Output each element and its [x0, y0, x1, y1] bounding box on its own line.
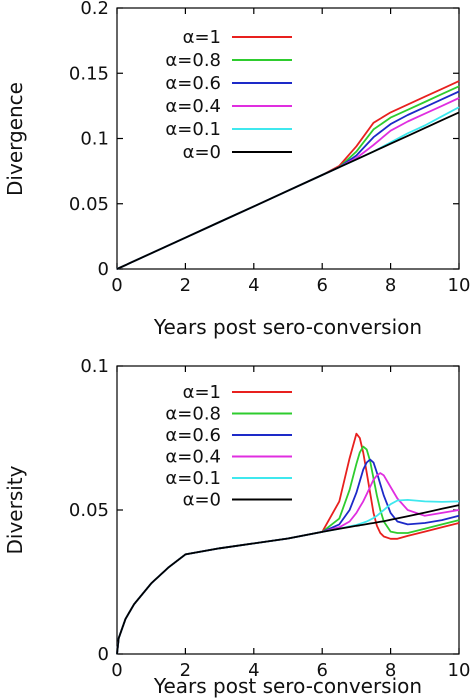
- diversity-lines: [116, 432, 460, 655]
- divergence-series-line: [116, 111, 460, 270]
- divergence-x-tick-label: 8: [385, 275, 396, 296]
- diversity-series-line: [116, 498, 460, 655]
- divergence-x-tick-label: 0: [111, 275, 122, 296]
- diversity-x-tick-label: 10: [448, 660, 471, 681]
- diversity-legend: α=1α=0.8α=0.6α=0.4α=0.1α=0: [165, 382, 292, 511]
- divergence-legend-label: α=0.1: [165, 119, 221, 140]
- divergence-legend-label: α=0.8: [165, 50, 221, 71]
- diversity-y-axis-label: Diversity: [3, 465, 27, 554]
- divergence-y-tick-label: 0.05: [69, 194, 109, 215]
- divergence-legend: α=1α=0.8α=0.6α=0.4α=0.1α=0: [165, 27, 292, 163]
- diversity-chart: 0 2 4 6 8 10 0 0.05 0.1 α=1α=0.8α=0.6α=0.4α=0.1…: [3, 356, 470, 698]
- diversity-y-tick-label: 0.1: [80, 356, 109, 377]
- divergence-x-ticks: 0 2 4 6 8 10: [111, 8, 470, 296]
- divergence-legend-label: α=1: [183, 27, 221, 48]
- divergence-y-tick-label: 0.1: [80, 129, 109, 150]
- divergence-legend-label: α=0.6: [165, 73, 221, 94]
- divergence-lines: [116, 80, 460, 270]
- divergence-x-axis-label: Years post sero-conversion: [153, 315, 422, 339]
- divergence-y-tick-label: 0.15: [69, 63, 109, 84]
- divergence-y-ticks: 0 0.05 0.1 0.15 0.2: [69, 0, 459, 280]
- diversity-y-tick-label: 0: [98, 644, 109, 665]
- diversity-legend-label: α=0.1: [165, 468, 221, 489]
- divergence-x-tick-label: 2: [180, 275, 191, 296]
- divergence-legend-label: α=0.4: [165, 96, 221, 117]
- diversity-y-ticks: 0 0.05 0.1: [69, 356, 459, 665]
- diversity-legend-label: α=0.4: [165, 447, 221, 468]
- diversity-x-axis-label: Years post sero-conversion: [153, 674, 422, 698]
- diversity-y-tick-label: 0.05: [69, 500, 109, 521]
- diversity-legend-label: α=1: [183, 382, 221, 403]
- diversity-x-tick-label: 2: [180, 660, 191, 681]
- divergence-y-tick-label: 0: [98, 259, 109, 280]
- diversity-x-tick-label: 6: [316, 660, 327, 681]
- divergence-x-tick-label: 10: [448, 275, 471, 296]
- diversity-x-ticks: 0 2 4 6 8 10: [111, 366, 470, 681]
- divergence-y-axis-label: Divergence: [3, 82, 27, 196]
- diversity-x-tick-label: 8: [385, 660, 396, 681]
- diversity-legend-label: α=0: [183, 490, 221, 511]
- divergence-x-tick-label: 4: [248, 275, 259, 296]
- divergence-x-tick-label: 6: [316, 275, 327, 296]
- diversity-x-tick-label: 4: [248, 660, 259, 681]
- divergence-y-tick-label: 0.2: [80, 0, 109, 19]
- diversity-legend-label: α=0.6: [165, 425, 221, 446]
- divergence-chart: 0 2 4 6 8 10 00.050.10.150.2 α=1α=0.8α=0.6α=0…: [3, 0, 470, 339]
- diversity-legend-label: α=0.8: [165, 404, 221, 425]
- divergence-legend-label: α=0: [183, 142, 221, 163]
- diversity-series-line: [116, 504, 460, 655]
- diversity-x-tick-label: 0: [111, 660, 122, 681]
